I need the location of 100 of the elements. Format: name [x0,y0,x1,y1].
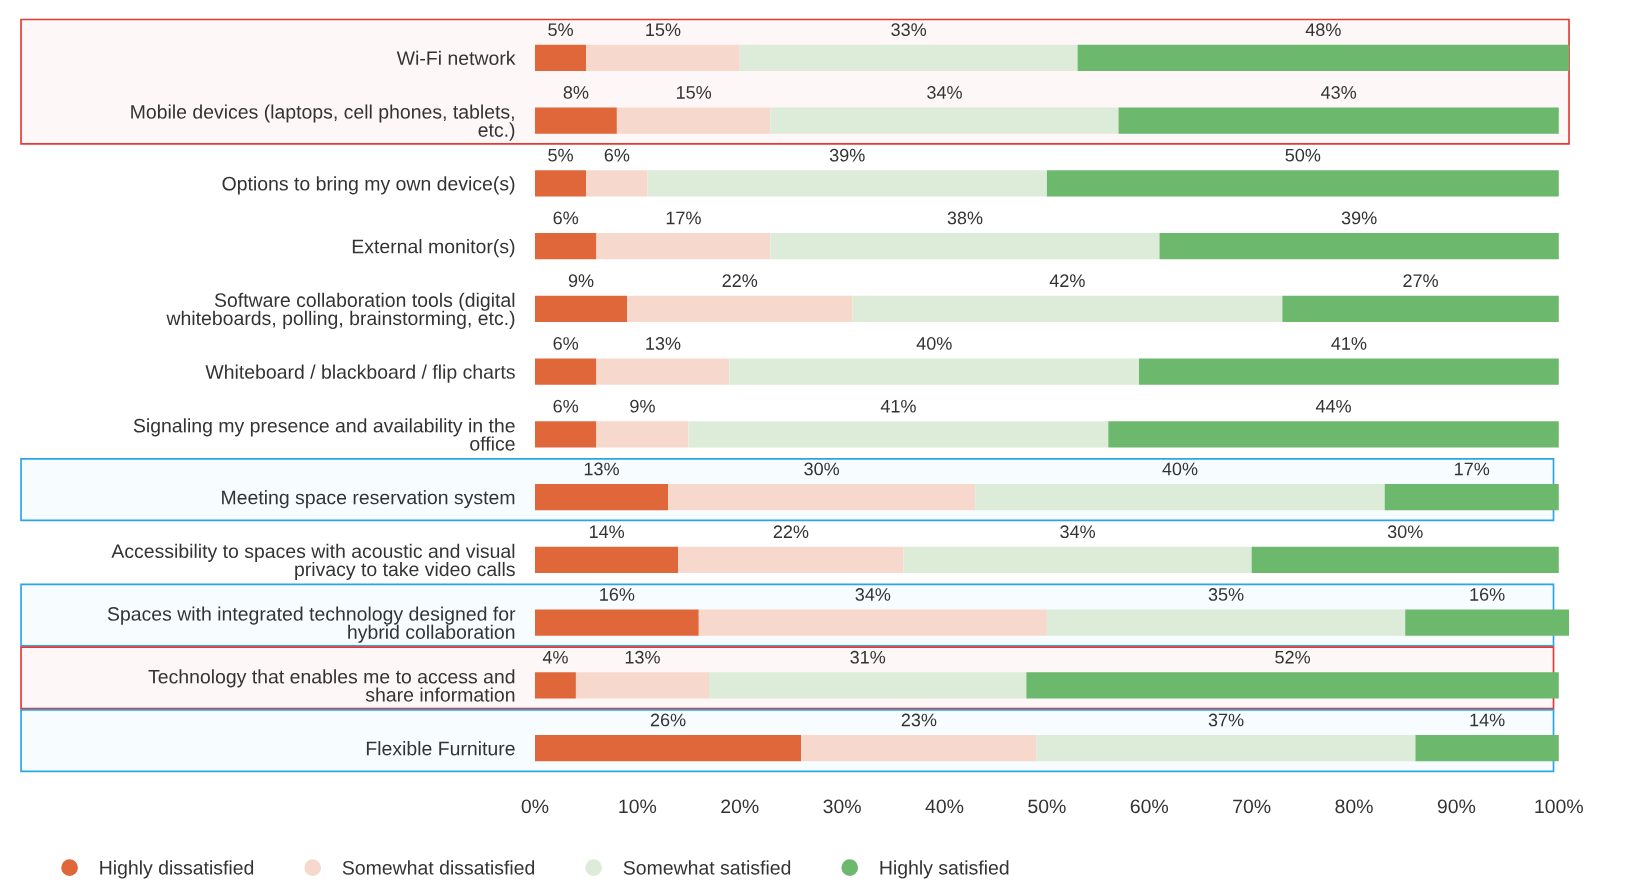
bar [534,358,597,385]
data-label: 6% [553,211,579,225]
data-label: 43% [1321,86,1357,99]
x-tick-label: 60% [1130,799,1169,814]
data-label: 9% [630,399,655,413]
data-label: 9% [568,274,594,288]
data-label: 22% [773,525,809,539]
data-label: 17% [1455,462,1490,476]
bar [575,672,710,699]
legend-label: Somewhat dissatisfied [342,860,535,875]
data-label: 41% [880,399,916,413]
data-label: 23% [901,713,937,727]
bar [534,734,802,762]
x-tick-label: 70% [1233,799,1271,814]
data-label: 33% [891,23,927,37]
data-label: 35% [1208,588,1244,601]
data-label: 52% [1275,650,1311,664]
x-tick-label: 40% [925,799,964,814]
bar [1036,734,1416,762]
y-tick-label: Wi-Fi network [396,50,516,66]
bar [534,421,597,448]
data-label: 17% [666,211,701,225]
bar [627,295,853,323]
x-tick-label: 80% [1335,799,1373,814]
bar [534,295,628,323]
data-label: 27% [1403,274,1438,288]
bar [729,358,1140,385]
data-label: 5% [548,148,573,162]
y-tick-label: Accessibility to spaces with acoustic and visual privacy to take video calls [111,543,515,581]
y-tick-label: Flexible Furniture [366,741,515,756]
bar [1282,295,1559,323]
data-label: 6% [553,399,579,413]
data-label: 5% [548,23,573,37]
data-label: 13% [584,462,619,476]
bar [1405,609,1570,636]
bar [534,232,597,260]
bar [534,170,587,197]
data-label: 6% [553,337,579,350]
bar [1026,672,1559,699]
data-label: 37% [1208,713,1244,727]
data-label: 13% [625,650,660,664]
data-label: 16% [1470,588,1505,601]
x-tick-label: 0% [521,799,549,814]
data-label: 38% [947,211,983,225]
x-tick-label: 30% [823,799,861,814]
bar [596,232,771,260]
bar [1046,609,1406,636]
data-label: 41% [1331,337,1367,350]
bar [1415,734,1559,762]
bar [1118,107,1559,134]
legend-label: Highly dissatisfied [100,860,254,879]
bar [1139,358,1559,385]
data-label: 34% [855,588,891,601]
y-tick-label: Options to bring my own device(s) [222,176,515,195]
bar [698,609,1047,636]
data-label: 26% [650,713,686,727]
data-label: 22% [722,274,758,288]
bar [1046,170,1559,197]
data-label: 40% [1162,462,1198,476]
bar [1077,44,1570,71]
data-label: 40% [916,337,952,350]
bar [534,107,617,134]
bar [534,44,587,71]
data-label: 15% [676,86,712,99]
data-label: 8% [563,86,589,99]
bar [801,734,1037,762]
bar [678,546,904,574]
bar [709,672,1027,699]
y-tick-label: Software collaboration tools (digital whiteboards, polling, brainstorming, etc.) [166,292,515,329]
bar [688,421,1109,448]
bar [534,483,669,511]
x-tick-label: 20% [721,799,759,814]
bar [586,44,740,71]
bar [534,672,576,699]
data-label: 6% [604,148,630,162]
data-label: 34% [1060,525,1096,539]
data-label: 30% [804,462,840,476]
bar [668,483,976,511]
data-label: 44% [1315,399,1351,413]
data-label: 16% [600,588,635,601]
bar [534,546,679,574]
legend-label: Highly satisfied [880,860,1009,879]
data-label: 48% [1305,23,1341,37]
bar [596,358,730,385]
bar [1159,232,1559,260]
bar [1384,483,1559,511]
data-label: 31% [850,650,886,664]
data-label: 14% [589,525,625,539]
data-label: 4% [542,650,568,664]
y-tick-label: Whiteboard / blackboard / flip charts [205,364,515,383]
legend-label: Somewhat satisfied [623,860,791,875]
data-label: 50% [1285,148,1321,162]
bar [534,609,699,636]
data-label: 14% [1470,713,1505,727]
x-tick-label: 90% [1437,799,1476,814]
y-tick-label: Mobile devices (laptops, cell phones, tablets, etc.) [131,104,515,141]
y-tick-label: Spaces with integrated technology designed for hybrid collaboration [107,606,516,643]
data-label: 42% [1049,274,1085,288]
bar [770,232,1160,260]
bar [1251,546,1559,574]
